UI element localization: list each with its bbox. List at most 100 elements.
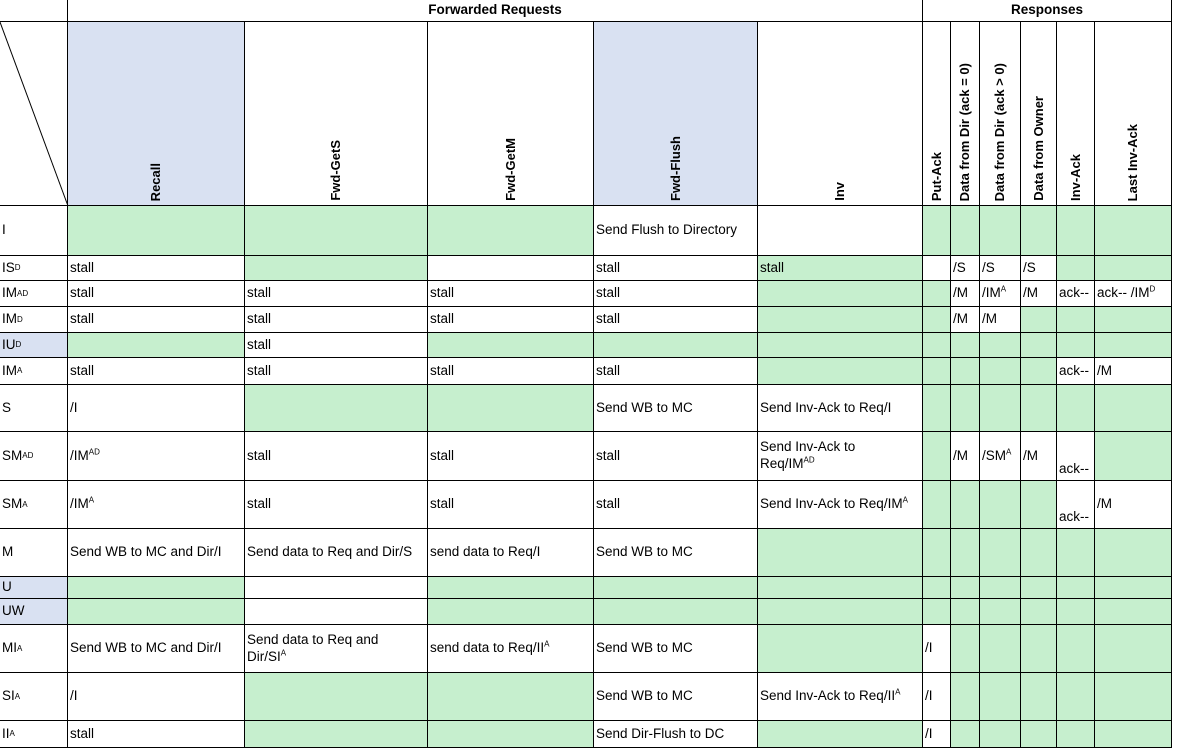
cell-text: Send Inv-Ack to Req/IIA [760, 687, 901, 704]
table-cell [1057, 206, 1095, 256]
table-cell: /SMA [980, 432, 1021, 481]
table-cell [923, 281, 951, 307]
table-cell [1095, 432, 1172, 481]
table-cell: stall [428, 358, 594, 385]
cell-text: stall [430, 285, 455, 301]
table-cell [1021, 358, 1057, 385]
table-cell [758, 721, 923, 748]
table-cell: /I [68, 385, 245, 432]
state-label: S [2, 399, 12, 415]
state-cell: IU D [0, 333, 68, 358]
column-header-data-from-dir-ack-0-: Data from Dir (ack = 0) [951, 22, 980, 206]
column-header-label: Inv-Ack [1067, 154, 1083, 201]
table-cell: stall [245, 481, 428, 529]
table-cell: Send WB to MC [594, 673, 758, 721]
column-header-inv: Inv [758, 22, 923, 206]
table-cell [594, 577, 758, 599]
table-cell [1095, 599, 1172, 625]
table-cell: ack-- /IMD [1095, 281, 1172, 307]
table-cell [980, 721, 1021, 748]
column-header-data-from-owner: Data from Owner [1021, 22, 1057, 206]
state-label: IU [2, 336, 16, 352]
state-label: IM [2, 362, 17, 378]
table-cell: stall [68, 721, 245, 748]
table-cell [428, 206, 594, 256]
cell-text: /M [1023, 447, 1038, 463]
column-header-label: Last Inv-Ack [1124, 123, 1140, 201]
table-cell [1021, 385, 1057, 432]
cell-text: Send WB to MC [596, 688, 693, 704]
table-cell [980, 206, 1021, 256]
column-header-label: Fwd-Flush [667, 136, 683, 201]
table-cell: stall [594, 256, 758, 281]
table-cell [980, 333, 1021, 358]
cell-text: /M [953, 285, 968, 301]
table-cell [1057, 256, 1095, 281]
table-cell: stall [428, 307, 594, 333]
cell-text: /IMAD [70, 447, 100, 463]
table-cell [980, 358, 1021, 385]
cell-text: ack-- [1059, 285, 1089, 301]
cell-text: stall [247, 336, 272, 352]
column-header-label: Data from Dir (ack > 0) [991, 62, 1007, 201]
state-label: MI [2, 640, 17, 656]
table-cell [1057, 577, 1095, 599]
table-cell: /M [1095, 358, 1172, 385]
table-cell [1095, 333, 1172, 358]
cell-text: Send WB to MC [596, 640, 693, 656]
cell-text: stall [247, 285, 272, 301]
table-cell [1021, 529, 1057, 577]
table-cell [951, 529, 980, 577]
table-cell: /IMAD [68, 432, 245, 481]
table-cell [923, 333, 951, 358]
table-cell [1095, 721, 1172, 748]
table-cell [980, 529, 1021, 577]
cell-text: /M [1097, 496, 1112, 512]
column-header-label: Fwd-GetS [327, 140, 343, 201]
table-cell [245, 721, 428, 748]
cell-text: stall [247, 311, 272, 327]
table-cell [1021, 721, 1057, 748]
cell-text: /I [70, 399, 78, 415]
table-cell [1095, 529, 1172, 577]
cell-text: ack-- /IMD [1097, 284, 1156, 301]
table-cell [951, 358, 980, 385]
table-cell: ack-- [1057, 358, 1095, 385]
state-label: M [2, 544, 14, 560]
table-cell [1095, 673, 1172, 721]
table-cell [68, 599, 245, 625]
cell-text: stall [70, 311, 95, 327]
cell-text: Send Flush to Directory [596, 222, 738, 238]
table-cell [923, 256, 951, 281]
state-label: SM [2, 496, 23, 512]
state-label: I [2, 222, 6, 238]
table-cell [923, 481, 951, 529]
table-cell [980, 625, 1021, 673]
table-cell [951, 333, 980, 358]
table-cell: stall [68, 281, 245, 307]
cell-text: ack-- [1059, 362, 1089, 378]
cell-text: stall [247, 447, 272, 463]
table-cell [428, 385, 594, 432]
table-cell [980, 385, 1021, 432]
state-label: U [2, 579, 12, 595]
table-cell [980, 599, 1021, 625]
column-header-inv-ack: Inv-Ack [1057, 22, 1095, 206]
cell-text: stall [247, 496, 272, 512]
table-cell: Send Inv-Ack to Req/IMAD [758, 432, 923, 481]
table-cell: /S [980, 256, 1021, 281]
table-cell [1021, 577, 1057, 599]
table-cell [951, 206, 980, 256]
column-header-fwd-gets: Fwd-GetS [245, 22, 428, 206]
table-cell [758, 307, 923, 333]
cell-text: Send Inv-Ack to Req/IMAD [760, 439, 856, 471]
table-cell [1057, 721, 1095, 748]
cell-text: /M [1023, 285, 1038, 301]
cell-text: Send WB to MC and Dir/I [70, 640, 222, 656]
table-cell [428, 577, 594, 599]
table-cell: stall [428, 432, 594, 481]
cell-text: Send WB to MC [596, 544, 693, 560]
column-header-last-inv-ack: Last Inv-Ack [1095, 22, 1172, 206]
cell-text: /M [982, 311, 997, 327]
table-cell [758, 625, 923, 673]
